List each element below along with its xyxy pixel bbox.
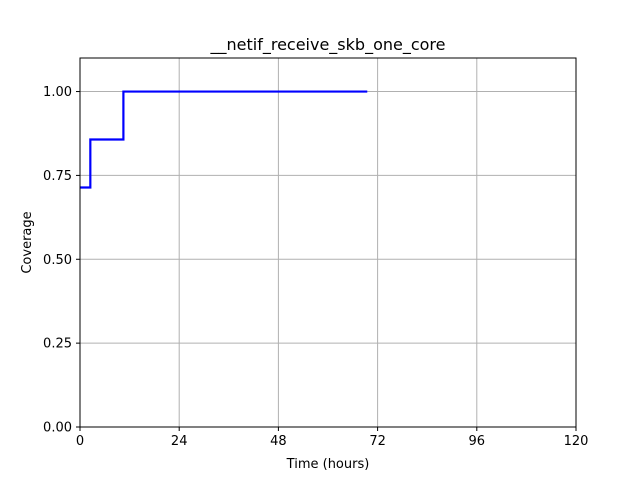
x-tick-label: 96 [469, 434, 486, 449]
coverage-series-line [80, 90, 368, 189]
x-tick-label: 120 [564, 434, 589, 449]
series-layer [80, 90, 368, 189]
y-tick-label: 0.75 [43, 169, 72, 184]
x-axis-label: Time (hours) [286, 457, 370, 472]
chart-title: __netif_receive_skb_one_core [210, 35, 446, 55]
x-tick-label: 24 [171, 434, 188, 449]
x-tick-label: 0 [76, 434, 84, 449]
plot-frame [79, 57, 577, 428]
y-tick-label: 1.00 [43, 85, 72, 100]
y-tick-label: 0.25 [43, 337, 72, 352]
y-tick-label: 0.00 [43, 421, 72, 436]
x-tick-label: 72 [369, 434, 386, 449]
ticks: 0 24 48 72 96 120 0.00 0.25 0.50 0.75 1.00 [43, 85, 588, 449]
x-tick-label: 48 [270, 434, 287, 449]
y-axis-label: Coverage [20, 211, 35, 273]
y-tick-label: 0.50 [43, 253, 72, 268]
